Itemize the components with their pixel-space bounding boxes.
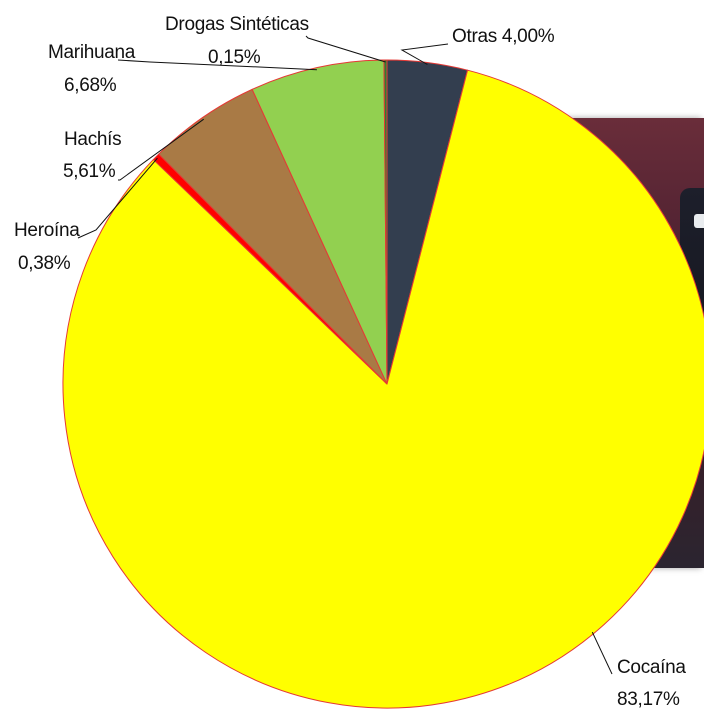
slice-labels: Otras 4,00% Cocaína 83,17% Heroína 0,38%… (14, 14, 691, 710)
label-cocaina: Cocaína 83,17% (617, 657, 691, 710)
leader-otras (400, 43, 449, 65)
slice-cocaina (62, 69, 704, 709)
label-hachis: Hachís 5,61% (63, 129, 126, 182)
leader-cocaina (591, 631, 613, 675)
photo-face-mask (694, 214, 704, 228)
leader-hachis (118, 118, 204, 181)
label-otras: Otras 4,00% (452, 26, 555, 47)
leader-lines (77, 35, 613, 675)
leader-sinteticas (305, 35, 386, 63)
slice-drogas-sinteticas (383, 59, 388, 385)
label-heroina: Heroína 0,38% (14, 220, 84, 274)
leader-heroina (77, 157, 158, 239)
leader-marihuana (117, 59, 317, 71)
label-drogas-sinteticas: Drogas Sintéticas 0,15% (165, 14, 314, 68)
label-marihuana: Marihuana 6,68% (48, 42, 140, 96)
pie-slices (62, 59, 704, 709)
